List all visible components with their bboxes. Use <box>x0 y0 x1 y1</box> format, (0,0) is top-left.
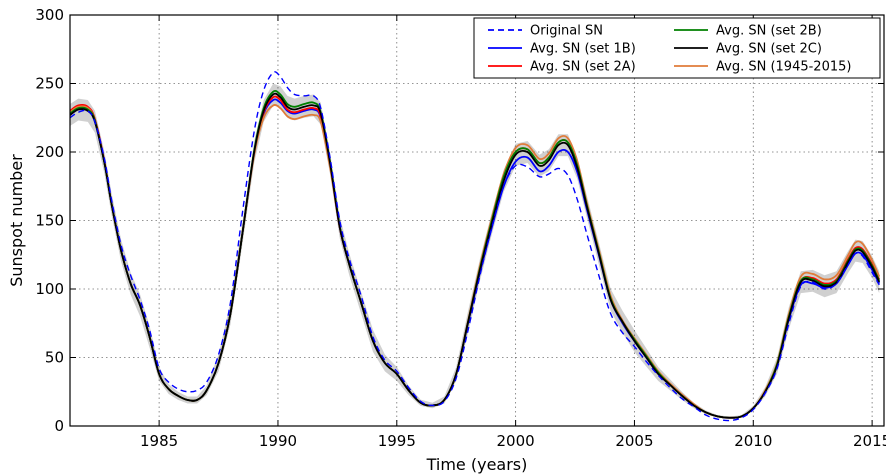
legend-label: Avg. SN (set 1B) <box>530 42 636 57</box>
legend-label: Avg. SN (set 2A) <box>530 60 636 75</box>
series-lines <box>69 71 881 422</box>
x-tick-label: 1985 <box>140 432 178 450</box>
legend-label: Avg. SN (1945-2015) <box>716 60 851 75</box>
legend-label: Avg. SN (set 2B) <box>716 24 822 39</box>
legend-label: Avg. SN (set 2C) <box>716 42 822 57</box>
series-line-avg-sn-set-2a <box>69 95 881 419</box>
series-line-avg-sn-set-2b <box>69 90 881 419</box>
axis-ticks: 1985 1990 1995 2000 2005 2010 2015 0 50 100 150 200… <box>35 6 886 450</box>
y-axis-title: Sunspot number <box>7 154 26 287</box>
x-tick-label: 2015 <box>853 432 886 450</box>
x-axis-title: Time (years) <box>426 455 528 474</box>
uncertainty-band-area <box>70 83 880 419</box>
series-line-avg-sn-1945-2015 <box>69 104 881 419</box>
x-tick-label: 2005 <box>615 432 653 450</box>
x-tick-label: 2000 <box>497 432 535 450</box>
x-tick-label: 2010 <box>734 432 772 450</box>
series-line-avg-sn-set-2c <box>69 92 881 419</box>
y-tick-label: 300 <box>35 6 64 24</box>
series-line-original-sn <box>69 71 880 422</box>
legend-label: Original SN <box>530 24 603 39</box>
y-tick-label: 150 <box>35 212 64 230</box>
x-tick-label: 1995 <box>378 432 416 450</box>
y-tick-label: 200 <box>35 143 64 161</box>
y-tick-label: 0 <box>54 417 64 435</box>
y-tick-label: 50 <box>45 349 64 367</box>
uncertainty-band <box>70 83 880 419</box>
x-tick-label: 1990 <box>259 432 297 450</box>
grid-lines <box>70 15 884 426</box>
y-tick-label: 250 <box>35 75 64 93</box>
y-tick-label: 100 <box>35 280 64 298</box>
legend: Original SN Avg. SN (set 1B) Avg. SN (set … <box>473 17 881 79</box>
series-line-avg-sn-set-1b <box>69 98 881 419</box>
